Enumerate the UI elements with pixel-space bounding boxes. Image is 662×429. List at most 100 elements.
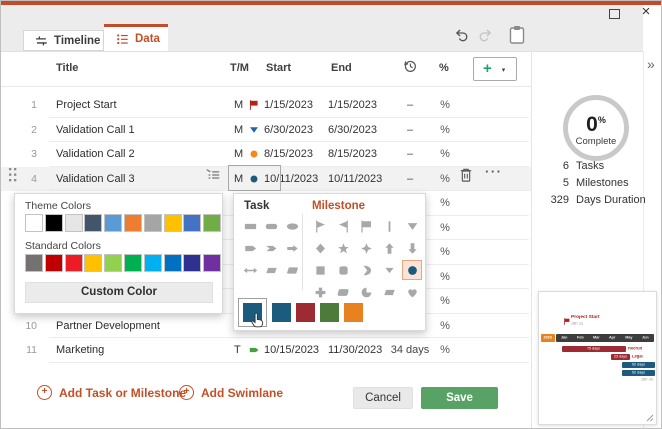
circle-shape[interactable] — [402, 260, 422, 280]
square-shape[interactable] — [310, 260, 330, 280]
color-swatch[interactable] — [44, 214, 63, 232]
pennant-left-shape[interactable] — [333, 216, 353, 236]
col-header-end[interactable]: End — [331, 62, 352, 74]
shape-picker-divider — [302, 214, 303, 290]
pennant-right-shape[interactable] — [310, 216, 330, 236]
double-arrow-shape[interactable] — [240, 260, 260, 280]
star-shape[interactable] — [333, 238, 353, 258]
parallelogram-shape[interactable] — [379, 282, 399, 302]
cell-start: 8/15/2023 — [264, 148, 313, 160]
row-more-icon[interactable]: ··· — [485, 164, 503, 179]
add-row-button[interactable]: + ▾ — [473, 57, 517, 81]
drag-handle-icon[interactable] — [8, 167, 18, 188]
rounded-rectangle-shape[interactable] — [261, 216, 281, 236]
color-swatch[interactable] — [84, 214, 103, 232]
color-swatch[interactable] — [203, 214, 222, 232]
tab-data[interactable]: Data — [104, 27, 168, 51]
chevron-shape[interactable] — [261, 238, 281, 258]
redo-icon[interactable] — [477, 27, 494, 48]
triangle-down-large-shape[interactable] — [402, 216, 422, 236]
add-swimlane-label: Add Swimlane — [201, 385, 284, 400]
arrow-up-shape[interactable] — [379, 238, 399, 258]
color-swatch[interactable] — [123, 214, 142, 232]
col-header-tm[interactable]: T/M — [230, 62, 249, 74]
color-swatch[interactable] — [104, 254, 123, 272]
color-swatch[interactable] — [123, 254, 142, 272]
add-swimlane-link[interactable]: + Add Swimlane — [179, 385, 283, 400]
cancel-button[interactable]: Cancel — [353, 387, 413, 409]
parallelogram-shape[interactable] — [261, 260, 281, 280]
col-header-title[interactable]: Title — [56, 62, 79, 74]
triangle-down-shape[interactable] — [379, 260, 399, 280]
clipboard-icon[interactable] — [509, 25, 525, 49]
delete-row-icon[interactable] — [459, 167, 473, 188]
seal-shape[interactable] — [356, 238, 376, 258]
table-row[interactable]: 4 Validation Call 3 M 10/11/2023 10/11/2023 –… — [1, 166, 531, 191]
color-swatch[interactable] — [143, 214, 162, 232]
col-header-start[interactable]: Start — [266, 62, 292, 74]
pie-shape[interactable] — [356, 282, 376, 302]
rounded-square-shape[interactable] — [333, 260, 353, 280]
tab-timeline[interactable]: Timeline — [23, 30, 104, 51]
save-button[interactable]: Save — [421, 387, 498, 409]
rectangle-shape[interactable] — [240, 216, 260, 236]
color-swatch[interactable] — [183, 214, 202, 232]
task-shapes-tab[interactable]: Task — [244, 200, 270, 212]
table-row[interactable]: 3 Validation Call 2 M 8/15/2023 8/15/2023 –% — [1, 142, 531, 167]
rounded-parallelogram-shape[interactable] — [282, 260, 302, 280]
color-swatch[interactable] — [143, 254, 162, 272]
panel-divider — [531, 51, 532, 428]
milestone-shapes-tab[interactable]: Milestone — [312, 200, 366, 212]
stat-row: 5 Milestones — [562, 177, 629, 189]
bar-shape[interactable] — [379, 216, 399, 236]
color-swatch[interactable] — [64, 254, 83, 272]
undo-icon[interactable] — [453, 27, 470, 48]
close-button[interactable]: × — [641, 3, 651, 20]
table-row[interactable]: 11 Marketing T 10/15/2023 11/30/2023 34 days% — [1, 338, 531, 363]
cell-tm: M — [234, 148, 244, 160]
cell-dur: – — [406, 172, 414, 185]
duration-history-icon[interactable] — [402, 58, 418, 79]
resize-handle[interactable] — [646, 414, 654, 422]
preview-bar: 23 days — [611, 354, 630, 360]
color-swatch[interactable] — [44, 254, 63, 272]
selected-tm-cell[interactable] — [228, 164, 281, 191]
heart-shape[interactable] — [402, 282, 422, 302]
pentagon-shape[interactable] — [240, 238, 260, 258]
table-row[interactable]: 2 Validation Call 1 M 6/30/2023 6/30/2023 –% — [1, 118, 531, 143]
add-task-link[interactable]: + Add Task or Milestone — [37, 385, 186, 400]
completion-donut: 0% Complete — [563, 95, 629, 161]
color-swatch[interactable] — [320, 303, 339, 322]
table-row[interactable]: 10 Partner Development% — [1, 314, 531, 339]
arrow-right-shape[interactable] — [282, 238, 302, 258]
color-swatch[interactable] — [203, 254, 222, 272]
color-swatch[interactable] — [272, 303, 291, 322]
data-list-icon — [117, 34, 128, 44]
color-swatch[interactable] — [344, 303, 363, 322]
color-swatch[interactable] — [25, 254, 43, 272]
half-moon-shape[interactable] — [356, 260, 376, 280]
cross-shape[interactable] — [310, 282, 330, 302]
task-details-icon[interactable] — [205, 167, 221, 187]
arrow-down-shape[interactable] — [402, 238, 422, 258]
color-swatch[interactable] — [163, 214, 182, 232]
color-swatch[interactable] — [104, 214, 123, 232]
color-swatch[interactable] — [84, 254, 103, 272]
accent-strip — [1, 1, 661, 5]
color-swatch[interactable] — [296, 303, 315, 322]
ellipse-shape[interactable] — [282, 216, 302, 236]
table-body: 1 Project Start M 1/15/2023 1/15/2023 –% 2 Vali… — [1, 1, 531, 428]
maximize-button[interactable] — [605, 7, 623, 21]
custom-color-button[interactable]: Custom Color — [25, 282, 213, 303]
color-swatch[interactable] — [64, 214, 83, 232]
flag-shape[interactable] — [356, 216, 376, 236]
color-swatch[interactable] — [25, 214, 43, 232]
completion-value: 0% — [586, 112, 606, 136]
table-row[interactable]: 1 Project Start M 1/15/2023 1/15/2023 –% — [1, 93, 531, 118]
col-header-percent[interactable]: % — [439, 62, 449, 74]
color-swatch[interactable] — [183, 254, 202, 272]
blob-shape[interactable] — [333, 282, 353, 302]
color-swatch[interactable] — [163, 254, 182, 272]
collapse-panel-icon[interactable]: » — [647, 56, 655, 72]
diamond-shape[interactable] — [310, 238, 330, 258]
